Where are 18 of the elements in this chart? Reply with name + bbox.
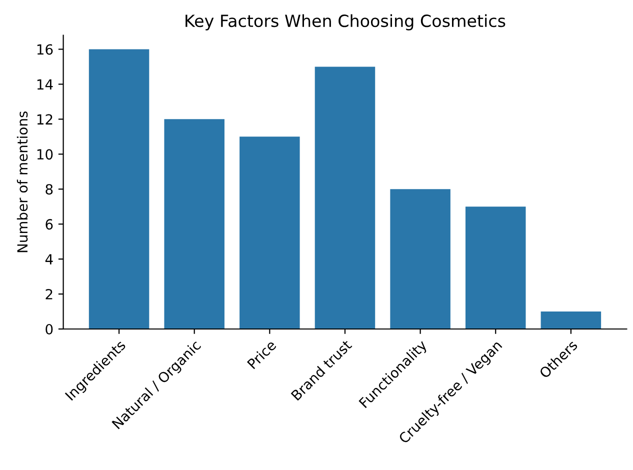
y-tick-label: 8 bbox=[46, 184, 53, 195]
bar bbox=[465, 206, 526, 329]
y-tick-label: 4 bbox=[45, 254, 53, 264]
y-tick-label: 16 bbox=[37, 44, 53, 55]
y-tick-label: 10 bbox=[37, 149, 53, 160]
y-tick-label: 12 bbox=[37, 114, 52, 124]
bar bbox=[314, 66, 376, 329]
bar bbox=[240, 136, 300, 329]
bar bbox=[88, 49, 150, 329]
y-tick-label: 2 bbox=[46, 289, 52, 300]
y-tick-label: 0 bbox=[46, 324, 53, 334]
y-tick-label: 6 bbox=[46, 219, 53, 230]
y-tick-label: 14 bbox=[37, 79, 53, 90]
y-axis-title: Number of mentions bbox=[16, 111, 28, 252]
bar bbox=[540, 312, 602, 329]
bar bbox=[390, 189, 450, 329]
bar bbox=[164, 119, 224, 329]
chart-title: Key Factors When Choosing Cosmetics bbox=[186, 14, 506, 30]
